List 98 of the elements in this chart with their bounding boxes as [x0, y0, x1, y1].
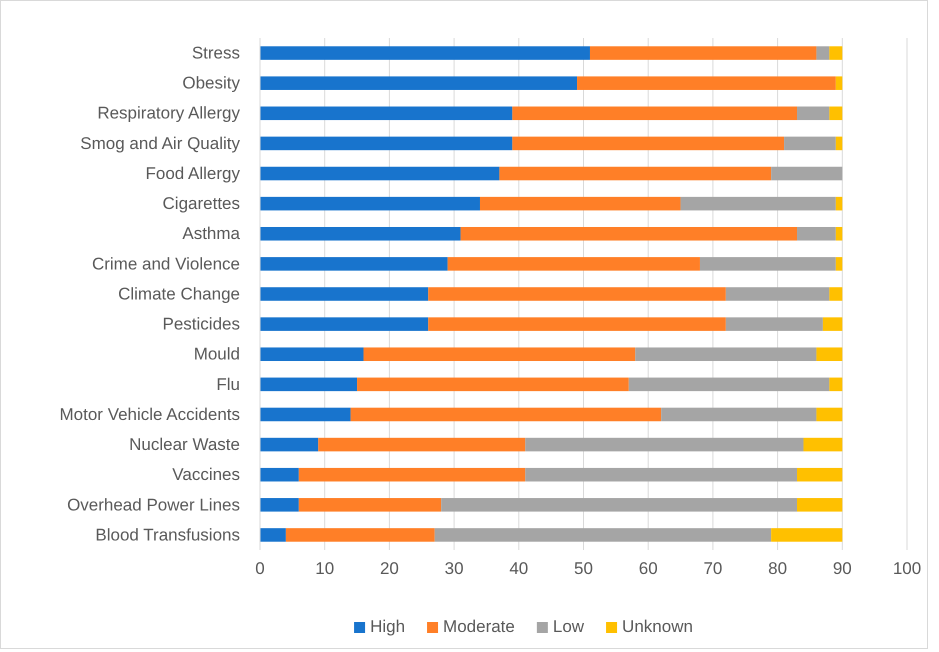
bar [829, 287, 842, 301]
bar [836, 257, 842, 271]
bar [260, 468, 299, 482]
bar [577, 76, 836, 90]
y-tick-label: Vaccines [172, 465, 240, 484]
bar [771, 528, 842, 542]
bar [525, 468, 798, 482]
bar [460, 226, 798, 241]
bar [260, 166, 500, 180]
bar [298, 468, 526, 482]
x-tick-label: 100 [892, 559, 922, 578]
bar [350, 408, 662, 422]
bar [803, 438, 842, 452]
bar [836, 76, 842, 90]
legend-label: Low [552, 617, 585, 636]
y-tick-label: Flu [216, 374, 240, 394]
bar [357, 378, 629, 392]
bar [298, 498, 442, 512]
y-tick-label: Motor Vehicle Accidents [60, 404, 240, 424]
bar [499, 166, 772, 180]
y-tick-label: Smog and Air Quality [80, 134, 240, 153]
y-tick-label: Pesticides [162, 314, 240, 334]
bar [829, 46, 842, 60]
bar [525, 438, 804, 452]
x-tick-label: 0 [255, 559, 265, 578]
bar [260, 528, 286, 542]
bar [364, 347, 636, 362]
bar [260, 136, 512, 150]
bar [590, 46, 816, 60]
y-tick-label: Crime and Violence [92, 254, 240, 274]
x-tick-label: 70 [703, 559, 722, 578]
bar [260, 317, 428, 331]
y-tick-label: Mould [194, 344, 240, 364]
bar [260, 287, 428, 301]
y-tick-label: Blood Transfusions [95, 525, 240, 544]
bar [726, 317, 823, 331]
y-tick-label: Respiratory Allergy [97, 104, 240, 123]
bar [286, 528, 435, 542]
bar [784, 136, 836, 150]
bar [680, 196, 836, 210]
bar [260, 46, 590, 60]
bar [797, 226, 836, 241]
bar [260, 438, 318, 452]
bar [318, 438, 526, 452]
bar [700, 257, 836, 271]
legend-label: High [370, 617, 406, 636]
bar [661, 408, 816, 422]
bar [260, 498, 299, 512]
bar [434, 528, 772, 542]
bar [260, 226, 461, 241]
bar [260, 106, 512, 120]
bar [836, 196, 842, 210]
x-tick-label: 40 [509, 559, 528, 578]
x-tick-label: 90 [832, 559, 852, 578]
bar [816, 347, 842, 362]
bar [260, 347, 364, 362]
x-tick-label: 30 [444, 559, 464, 578]
bar [441, 498, 798, 512]
y-tick-label: Asthma [182, 224, 241, 244]
y-tick-label: Food Allergy [146, 164, 240, 183]
x-tick-label: 60 [638, 559, 658, 578]
bar [260, 76, 578, 90]
bar [771, 166, 842, 180]
y-tick-label: Stress [192, 44, 240, 62]
bar [797, 468, 842, 482]
bar [480, 196, 681, 210]
bar [428, 317, 726, 331]
bar [816, 46, 830, 60]
y-tick-label: Overhead Power Lines [67, 495, 240, 514]
bar [260, 408, 351, 422]
bar [260, 257, 448, 271]
bar [816, 408, 842, 422]
bar [635, 347, 816, 362]
bar [797, 106, 830, 120]
x-tick-label: 50 [574, 559, 593, 578]
bar [628, 378, 830, 392]
bar [829, 378, 842, 392]
x-tick-label: 20 [380, 559, 399, 578]
bar [797, 498, 842, 512]
bar [822, 317, 842, 331]
bar [829, 106, 842, 120]
legend-label: Moderate [443, 617, 515, 636]
x-tick-label: 10 [315, 559, 334, 578]
bar [428, 287, 726, 301]
bar [836, 226, 842, 241]
y-tick-label: Obesity [182, 74, 240, 93]
y-tick-label: Climate Change [118, 284, 240, 304]
bar [836, 136, 842, 150]
y-tick-label: Nuclear Waste [129, 435, 240, 454]
legend-label: Unknown [622, 617, 693, 636]
bar [260, 378, 358, 392]
bar [512, 106, 798, 120]
bar [512, 136, 784, 150]
y-tick-label: Cigarettes [162, 194, 240, 214]
bar [726, 287, 830, 301]
bar [448, 257, 700, 271]
x-tick-label: 80 [768, 559, 788, 578]
bar [260, 196, 480, 210]
